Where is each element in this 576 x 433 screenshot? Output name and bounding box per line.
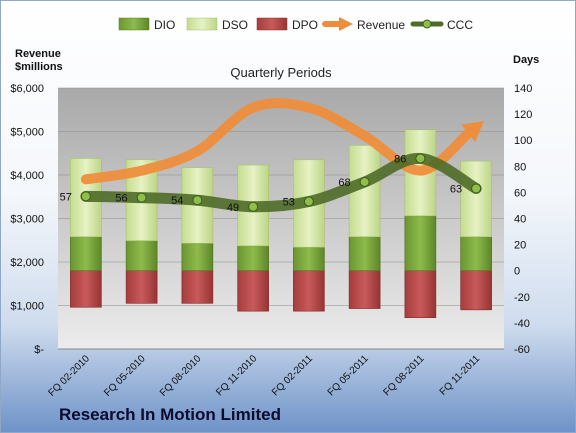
legend-dso-label: DSO	[222, 18, 248, 32]
right-tick-label: 80	[514, 161, 526, 173]
legend-dpo-label: DPO	[292, 18, 318, 32]
ccc-point	[192, 195, 203, 206]
left-axis-title-line2: $millions	[15, 61, 63, 73]
legend: DIO DSO DPO Revenue CCC	[118, 17, 473, 32]
right-axis-ticks: -60 -40 -20 0 20 40 60 80 100 120 140	[514, 83, 532, 356]
right-tick-label: 0	[514, 266, 520, 278]
ccc-point	[303, 196, 314, 207]
legend-dso-swatch	[186, 17, 218, 31]
ccc-point	[80, 191, 91, 202]
bar-dio	[125, 240, 158, 271]
right-tick-label: 20	[514, 240, 526, 252]
right-tick-label: -20	[514, 292, 530, 304]
category-label: FQ 02-2010	[46, 353, 92, 399]
bar-dio	[460, 236, 492, 272]
right-axis-title: Days	[513, 54, 539, 66]
ccc-point	[136, 192, 147, 203]
left-tick-label: $1,000	[10, 301, 44, 313]
ccc-data-label: 63	[450, 183, 462, 195]
revenue-line	[80, 98, 474, 185]
bar-dio	[348, 236, 381, 272]
ccc-data-label: 53	[283, 197, 295, 209]
left-tick-label: $6,000	[10, 83, 44, 95]
category-label: FQ 11-2011	[438, 353, 483, 398]
left-axis-title-line1: Revenue	[15, 48, 61, 60]
ccc-data-label: 68	[338, 177, 350, 189]
left-tick-label: $5,000	[10, 127, 44, 139]
legend-revenue-arrow-head	[339, 17, 353, 31]
right-tick-label: 60	[514, 187, 526, 199]
category-label: FQ 02-2011	[270, 353, 315, 398]
bar-dio	[181, 242, 214, 271]
ccc-data-label: 54	[171, 195, 183, 207]
bar-dio	[70, 236, 102, 272]
right-tick-label: 140	[514, 83, 532, 95]
right-tick-label: -40	[514, 318, 530, 330]
right-tick-label: 40	[514, 214, 526, 226]
ccc-data-label: 56	[115, 193, 127, 205]
legend-dio-swatch	[118, 17, 150, 31]
revenue-arrowhead	[461, 120, 485, 142]
bar-dpo	[70, 270, 102, 308]
ccc-point	[415, 153, 426, 164]
right-tick-label: -60	[514, 344, 530, 356]
bar-dpo	[404, 270, 437, 318]
legend-dio-label: DIO	[154, 18, 175, 32]
bar-dio	[237, 245, 269, 271]
left-tick-label: $4,000	[10, 170, 44, 182]
bar-dpo	[348, 270, 381, 309]
bar-dso	[460, 160, 492, 238]
ccc-series: 57 56 54 49 53 68 86 63	[60, 152, 482, 214]
bar-dio	[293, 246, 325, 272]
left-tick-label: $2,000	[10, 257, 44, 269]
left-tick-label: $3,000	[10, 214, 44, 226]
category-label: FQ 05-2010	[102, 353, 148, 399]
bar-dio	[404, 215, 437, 272]
legend-dpo-swatch	[256, 17, 288, 31]
ccc-data-label: 86	[394, 153, 406, 165]
right-tick-label: 120	[514, 109, 532, 121]
bar-dpo	[125, 270, 158, 304]
legend-revenue-label: Revenue	[357, 18, 405, 32]
bar-dpo	[460, 270, 492, 311]
left-tick-label: $-	[34, 344, 44, 356]
bar-dpo	[181, 270, 214, 304]
category-label: FQ 08-2010	[158, 353, 204, 399]
left-axis-ticks: $- $1,000 $2,000 $3,000 $4,000 $5,000 $6,000	[10, 83, 44, 356]
ccc-point	[359, 176, 370, 187]
company-title: Research In Motion Limited	[59, 405, 281, 424]
category-label: FQ 08-2011	[382, 353, 427, 398]
chart-title: Quarterly Periods	[230, 65, 332, 80]
ccc-point	[248, 201, 259, 212]
ccc-data-label: 49	[227, 202, 239, 214]
ccc-point	[471, 183, 482, 194]
revenue-series	[80, 98, 485, 185]
category-labels: FQ 02-2010 FQ 05-2010 FQ 08-2010 FQ 11-2010…	[46, 353, 482, 399]
ccc-data-label: 57	[60, 191, 72, 203]
category-label: FQ 05-2011	[326, 353, 371, 398]
category-label: FQ 11-2010	[214, 353, 259, 398]
right-tick-label: 100	[514, 135, 532, 147]
bar-dpo	[237, 270, 269, 312]
legend-ccc-marker	[422, 19, 432, 29]
bar-dpo	[293, 270, 325, 312]
legend-ccc-label: CCC	[447, 18, 473, 32]
